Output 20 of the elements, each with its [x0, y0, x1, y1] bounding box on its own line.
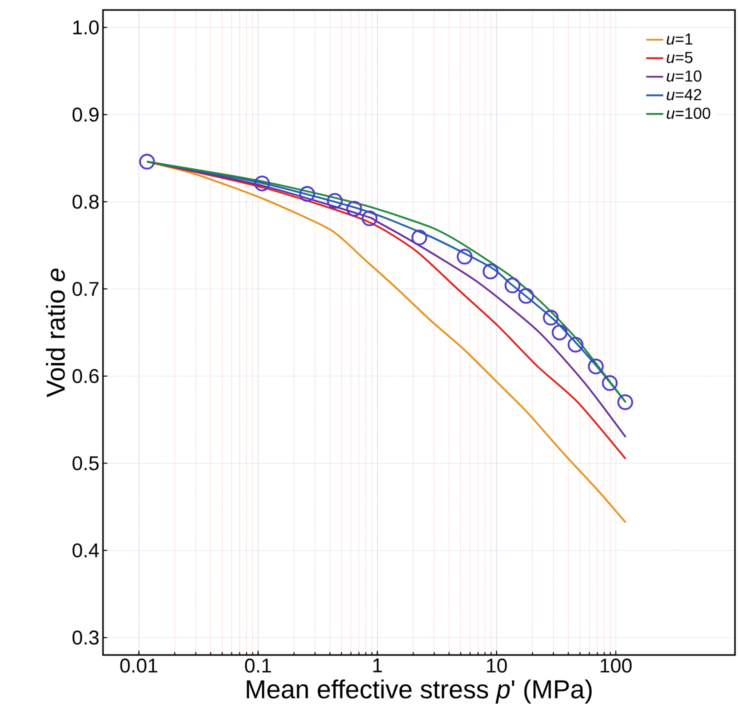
- y-tick-label: 0.8: [72, 194, 99, 209]
- y-tick-label: 1.0: [73, 20, 99, 34]
- y-tick-label: 0.3: [72, 630, 99, 645]
- y-tick-label: 0.4: [72, 543, 99, 558]
- legend-label: u=5: [666, 52, 692, 64]
- x-tick-label: 0.01: [120, 658, 158, 673]
- x-tick-label: 0.1: [245, 658, 271, 673]
- legend-label: u=42: [666, 89, 702, 100]
- legend-label: u=1: [666, 34, 692, 45]
- x-axis-title: Mean effective stress p' (MPa): [246, 679, 592, 704]
- y-tick-label: 0.7: [72, 282, 98, 296]
- x-tick-label: 100: [600, 658, 632, 673]
- x-tick-label: 1: [373, 658, 382, 672]
- legend-label: u=100: [666, 108, 710, 119]
- legend-label: u=10: [666, 70, 702, 82]
- x-tick-label: 10: [486, 658, 507, 673]
- y-axis-title: Void ratio e: [46, 268, 65, 398]
- y-tick-label: 0.5: [72, 456, 99, 470]
- y-tick-label: 0.6: [72, 369, 99, 384]
- y-tick-label: 0.9: [72, 108, 99, 122]
